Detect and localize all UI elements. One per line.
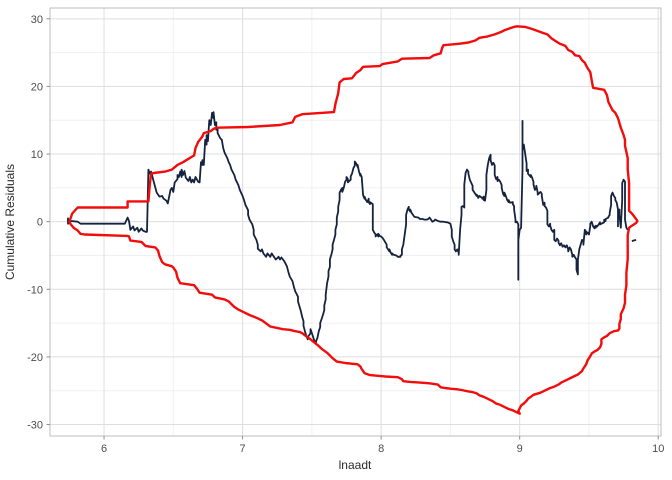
y-tick-label: 20: [31, 81, 43, 93]
simulated-envelope-line: [68, 25, 639, 415]
cumulative-residual-process-line: [67, 111, 629, 345]
y-tick-label: -30: [27, 420, 43, 432]
major-gridlines: [50, 8, 661, 436]
x-tick-label: 10: [652, 443, 664, 455]
y-tick-label: 10: [31, 149, 43, 161]
x-tick-label: 8: [378, 443, 384, 455]
y-tick-label: 30: [31, 14, 43, 26]
axis-tick-labels: 6 7 8 9 10 -30 -20 -10 0 10 20 30: [27, 14, 664, 455]
x-axis-title: lnaadt: [339, 458, 372, 472]
data-series-layer: [67, 25, 639, 415]
y-axis-title: Cumulative Residuals: [3, 164, 17, 280]
x-tick-label: 6: [101, 443, 107, 455]
y-tick-label: -10: [27, 284, 43, 296]
x-tick-label: 7: [240, 443, 246, 455]
y-tick-label: -20: [27, 352, 43, 364]
y-tick-label: 0: [37, 217, 43, 229]
cumulative-residual-process-line: [631, 239, 637, 243]
axis-ticks: [46, 18, 659, 440]
x-tick-label: 9: [517, 443, 523, 455]
